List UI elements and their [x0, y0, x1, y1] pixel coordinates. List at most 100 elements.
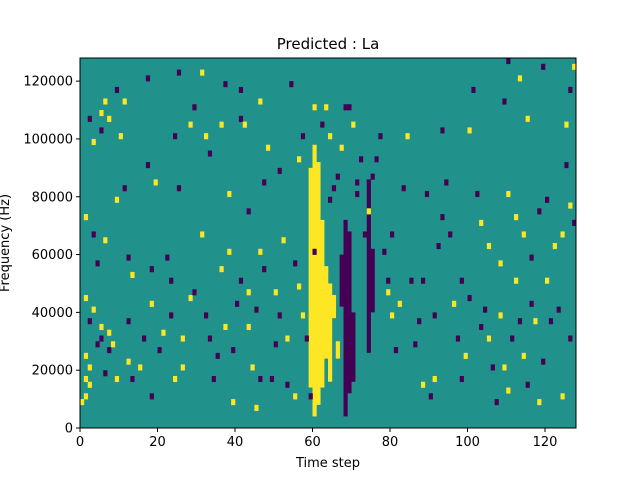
heatmap-cell — [153, 179, 158, 186]
heatmap-cell — [87, 318, 92, 325]
heatmap-cell — [328, 133, 333, 140]
heatmap-cell — [517, 318, 523, 325]
heatmap-cell — [176, 69, 182, 76]
heatmap-cell — [95, 341, 100, 348]
heatmap-cell — [424, 190, 430, 198]
heatmap-band — [339, 254, 344, 307]
heatmap-band — [335, 341, 340, 359]
chart-title: Predicted : La — [277, 35, 380, 53]
heatmap-cell — [293, 260, 298, 267]
heatmap-cell — [204, 312, 209, 319]
heatmap-cell — [200, 69, 205, 76]
heatmap-cell — [289, 81, 294, 88]
heatmap-cell — [390, 312, 395, 319]
x-tick-label: 100 — [455, 435, 480, 450]
heatmap-cell — [320, 121, 325, 128]
heatmap-cell — [413, 341, 418, 348]
heatmap-cell — [91, 231, 96, 238]
heatmap-cell — [510, 335, 515, 342]
heatmap-cell — [339, 144, 344, 151]
heatmap-cell — [161, 329, 166, 336]
heatmap-cell — [506, 190, 511, 198]
heatmap-cell — [494, 399, 499, 406]
heatmap-cell — [126, 318, 131, 325]
heatmap-cell — [87, 364, 92, 371]
heatmap-band — [324, 266, 329, 359]
heatmap-cell — [432, 375, 437, 383]
heatmap-cell — [560, 231, 565, 238]
heatmap-cell — [537, 208, 542, 215]
heatmap-cell — [91, 306, 96, 313]
heatmap-cell — [223, 323, 228, 331]
heatmap-cell — [312, 104, 317, 111]
y-axis-label: Frequency (Hz) — [0, 194, 13, 292]
heatmap-cells — [80, 58, 576, 417]
heatmap-band — [316, 162, 321, 405]
heatmap-band — [320, 219, 325, 388]
heatmap-cell — [122, 185, 127, 192]
heatmap-cell — [235, 300, 240, 307]
heatmap-cell — [103, 370, 108, 377]
heatmap-cell — [142, 335, 147, 342]
heatmap-cell — [386, 289, 391, 296]
heatmap-cell — [370, 173, 375, 180]
heatmap-cell — [103, 98, 108, 105]
heatmap-cell — [300, 312, 306, 319]
heatmap-cell — [83, 214, 89, 221]
heatmap-cell — [525, 381, 530, 388]
x-axis-label: Time step — [295, 456, 360, 471]
heatmap-cell — [114, 375, 120, 383]
heatmap-cell — [502, 364, 507, 371]
heatmap-cell — [99, 323, 104, 331]
heatmap-cell — [355, 190, 360, 198]
heatmap-cell — [169, 312, 174, 319]
heatmap-cell — [126, 254, 131, 261]
heatmap-cell — [114, 86, 120, 93]
heatmap-cell — [223, 81, 228, 88]
heatmap-cell — [564, 162, 569, 169]
heatmap-cell — [219, 121, 224, 128]
heatmap-cell — [552, 243, 557, 250]
heatmap-cell — [173, 133, 178, 140]
heatmap-cell — [401, 185, 406, 192]
heatmap-cell — [149, 266, 154, 273]
heatmap-cell — [107, 347, 112, 354]
heatmap-cell — [103, 237, 108, 244]
heatmap-cell — [382, 248, 387, 255]
heatmap-cell — [366, 208, 371, 215]
heatmap-cell — [262, 179, 267, 186]
heatmap-cell — [556, 306, 561, 313]
heatmap-cell — [374, 156, 379, 163]
heatmap-cell — [521, 231, 526, 238]
heatmap-cell — [308, 393, 313, 400]
heatmap-cell — [386, 277, 391, 284]
heatmap-cell — [444, 179, 449, 186]
heatmap-cell — [560, 393, 565, 400]
heatmap-cell — [572, 219, 576, 226]
heatmap-cell — [529, 254, 534, 261]
plot-area — [80, 58, 576, 428]
heatmap-cell — [498, 260, 503, 267]
plot-frame — [79, 57, 577, 429]
heatmap-cell — [568, 86, 573, 93]
heatmap-cell — [266, 144, 271, 151]
heatmap-cell — [165, 254, 170, 261]
heatmap-cell — [169, 277, 174, 284]
heatmap-band — [366, 179, 371, 353]
heatmap-cell — [211, 375, 216, 383]
heatmap-cell — [417, 318, 422, 325]
heatmap-cell — [297, 156, 302, 163]
heatmap-cell — [572, 63, 576, 70]
heatmap-cell — [258, 248, 263, 255]
heatmap-cell — [157, 347, 162, 354]
heatmap-cell — [467, 295, 472, 302]
heatmap-cell — [285, 381, 290, 388]
heatmap-cell — [180, 364, 185, 371]
heatmap-cell — [432, 312, 437, 319]
heatmap-cell — [533, 318, 538, 325]
heatmap-cell — [83, 393, 89, 400]
heatmap-cell — [293, 393, 298, 400]
heatmap-cell — [486, 243, 492, 250]
heatmap-cell — [475, 190, 480, 198]
heatmap-cell — [242, 121, 247, 128]
